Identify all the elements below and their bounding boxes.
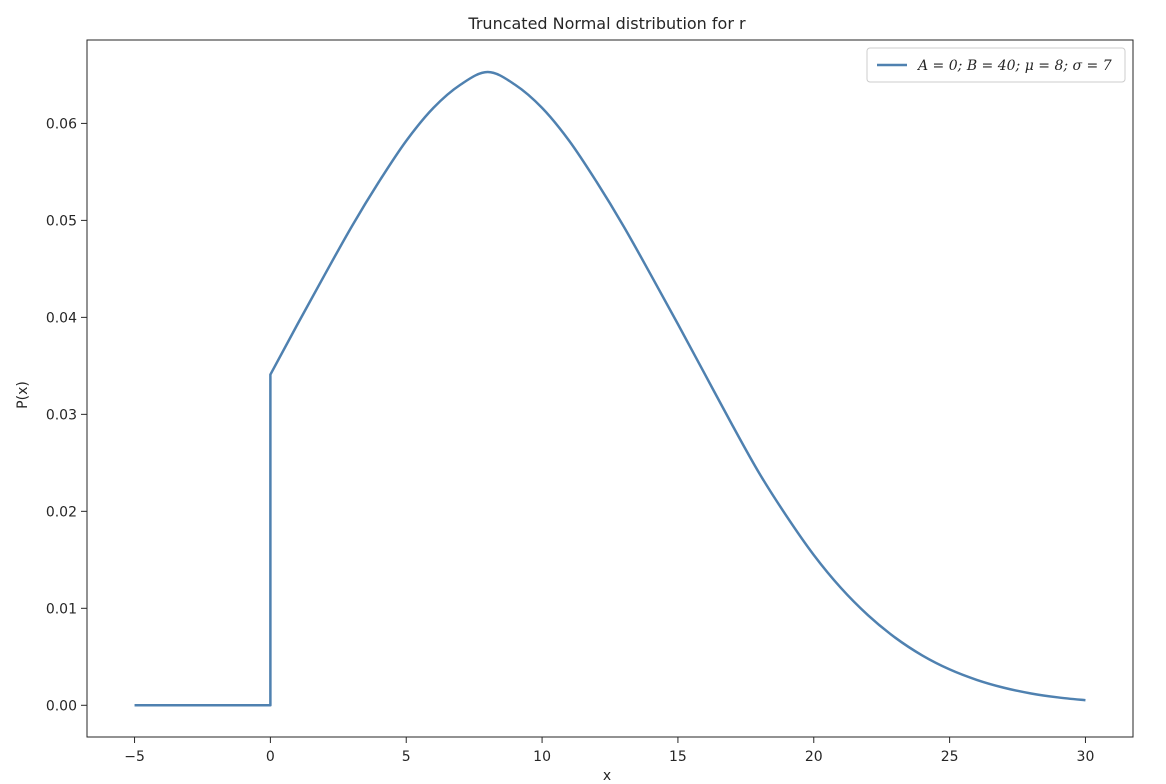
- x-axis-label: x: [603, 768, 611, 784]
- legend-box: [866, 47, 1126, 83]
- x-tick-label: 15: [669, 749, 687, 765]
- x-tick-label: 5: [402, 749, 411, 765]
- y-tick-label: 0.02: [46, 504, 77, 520]
- plot-area: [86, 39, 1134, 738]
- series-group: [134, 70, 1086, 707]
- y-tick-label: 0.03: [46, 407, 77, 423]
- x-tick-label: −5: [124, 749, 145, 765]
- y-tick-label: 0.06: [46, 116, 77, 132]
- x-axis: −5 0 5 10 15 20 25 30: [124, 737, 1094, 765]
- x-tick-label: 20: [805, 749, 823, 765]
- y-tick-label: 0.05: [46, 213, 77, 229]
- x-tick-label: 0: [266, 749, 275, 765]
- chart-title: Truncated Normal distribution for r: [467, 14, 746, 33]
- y-tick-label: 0.04: [46, 310, 77, 326]
- x-tick-label: 25: [941, 749, 959, 765]
- x-tick-label: 10: [533, 749, 551, 765]
- y-axis: 0.00 0.01 0.02 0.03 0.04 0.05 0.06: [46, 116, 87, 714]
- legend-label: A = 0; B = 40; μ = 8; σ = 7: [916, 58, 1112, 74]
- x-tick-label: 30: [1077, 749, 1095, 765]
- series-line: [134, 70, 1086, 707]
- y-axis-label: P(x): [15, 381, 31, 409]
- y-tick-label: 0.01: [46, 601, 77, 617]
- legend: A = 0; B = 40; μ = 8; σ = 7: [866, 47, 1126, 83]
- y-tick-label: 0.00: [46, 698, 77, 714]
